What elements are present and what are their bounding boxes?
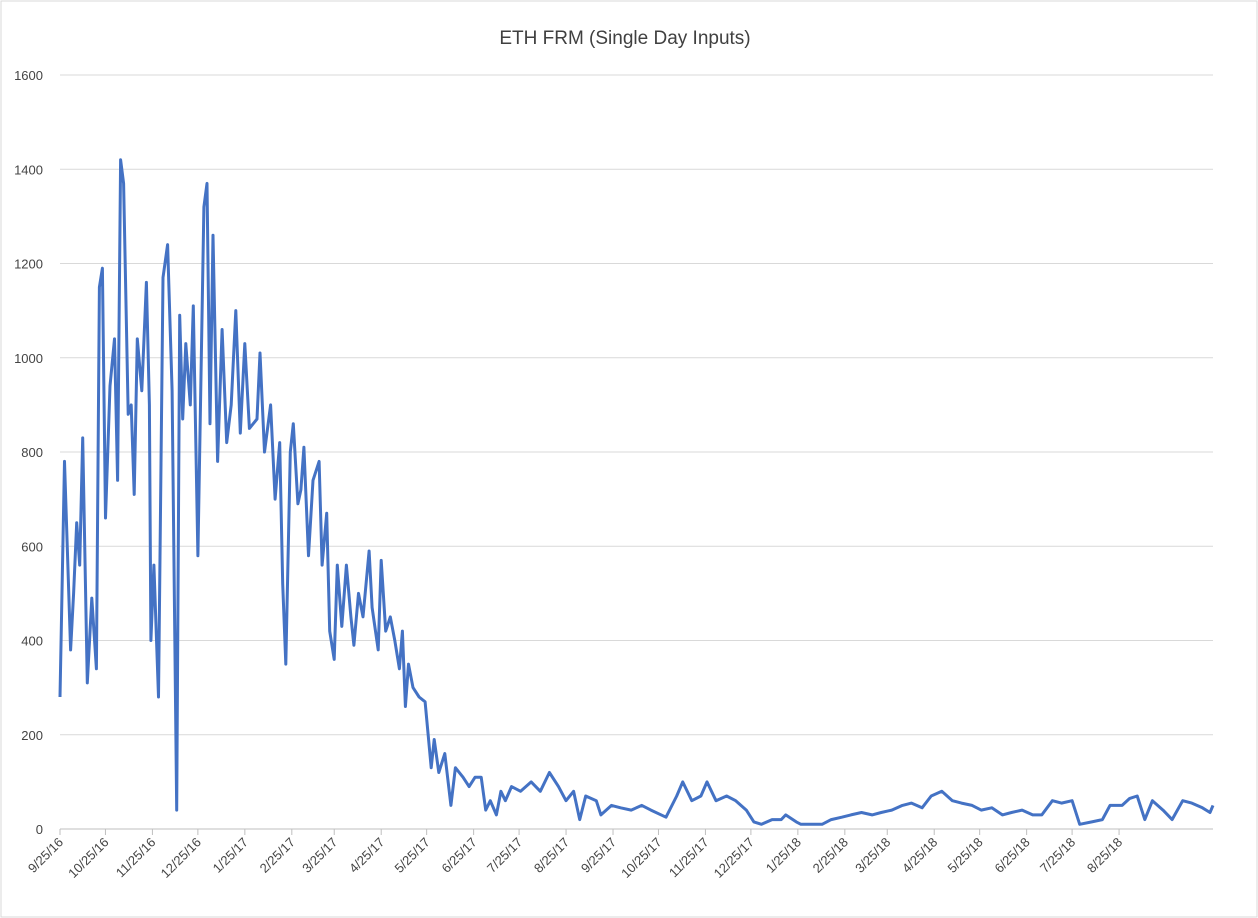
y-tick-label: 0 xyxy=(36,822,43,837)
y-tick-label: 200 xyxy=(21,728,43,743)
y-tick-label: 1000 xyxy=(14,351,43,366)
y-tick-label: 400 xyxy=(21,634,43,649)
y-tick-label: 1400 xyxy=(14,162,43,177)
y-tick-label: 1200 xyxy=(14,257,43,272)
y-tick-label: 800 xyxy=(21,445,43,460)
chart-title: ETH FRM (Single Day Inputs) xyxy=(499,28,750,49)
data-line xyxy=(58,158,1215,826)
y-tick-label: 1600 xyxy=(14,68,43,83)
y-tick-label: 600 xyxy=(21,539,43,554)
